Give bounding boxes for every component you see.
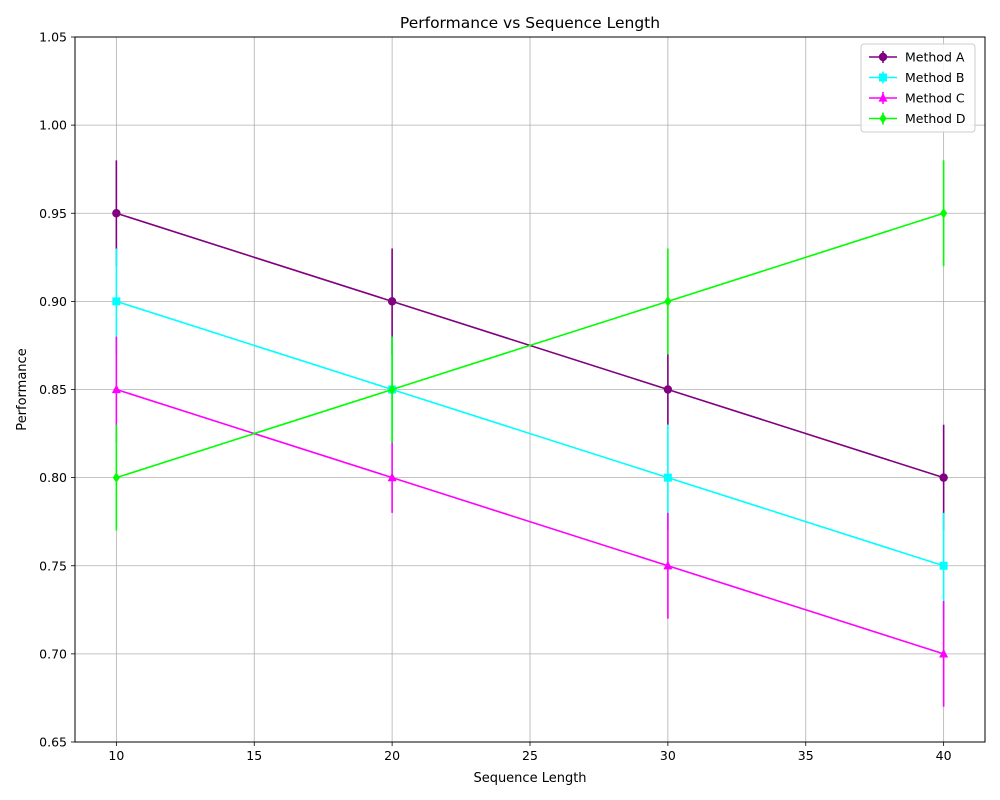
legend-marker	[878, 93, 888, 102]
legend-box	[860, 43, 976, 133]
data-point	[663, 385, 673, 394]
chart-title: Performance vs Sequence Length	[400, 14, 660, 32]
x-tick-label: 20	[384, 748, 400, 763]
data-point	[112, 209, 121, 218]
data-point	[387, 297, 397, 306]
y-axis-label: Performance	[15, 348, 30, 430]
legend-item: Method B	[869, 70, 964, 85]
x-tick-label: 30	[660, 748, 676, 763]
y-tick-label: 0.70	[39, 646, 67, 661]
data-point	[940, 208, 948, 219]
data-point	[112, 472, 120, 483]
legend-label: Method C	[905, 91, 965, 106]
legend-label: Method D	[905, 111, 965, 126]
x-tick-label: 15	[246, 748, 262, 763]
x-tick-label: 10	[108, 748, 124, 763]
legend: Method A Method B Method C Method D	[860, 43, 976, 133]
data-point	[112, 297, 121, 306]
legend-item: Method D	[869, 111, 965, 126]
tick-layer: 10 15 20 25 30 35 40 0.65 0.70 0.75 0.80 0.85 0.90 0.…	[39, 30, 951, 764]
data-point	[664, 296, 672, 307]
series-method-d	[112, 160, 948, 531]
y-tick-label: 0.80	[39, 470, 67, 485]
legend-item: Method C	[869, 91, 965, 106]
data-point	[663, 560, 673, 570]
data-point	[387, 472, 397, 482]
legend-item: Method A	[869, 50, 965, 65]
y-tick-label: 0.90	[39, 294, 67, 309]
data-point	[111, 384, 121, 394]
x-axis-label: Sequence Length	[473, 771, 586, 786]
data-point	[939, 561, 948, 570]
data-point	[939, 648, 949, 658]
data-point	[663, 473, 672, 482]
data-point	[939, 473, 948, 482]
y-tick-label: 0.85	[39, 382, 67, 397]
legend-marker	[879, 113, 887, 124]
y-tick-label: 0.65	[39, 735, 67, 750]
x-tick-label: 35	[798, 748, 814, 763]
data-point	[388, 384, 396, 395]
legend-label: Method B	[905, 70, 964, 85]
y-tick-label: 1.00	[39, 118, 67, 133]
y-tick-label: 1.05	[39, 30, 67, 45]
series-line	[116, 212, 944, 479]
series-line	[116, 300, 944, 567]
legend-marker	[879, 73, 887, 82]
x-tick-label: 40	[936, 748, 952, 763]
y-tick-label: 0.95	[39, 206, 67, 221]
legend-marker	[878, 52, 888, 62]
legend-label: Method A	[905, 50, 965, 65]
series-layer	[111, 160, 949, 707]
y-tick-label: 0.75	[39, 558, 67, 573]
x-tick-label: 25	[522, 748, 538, 763]
